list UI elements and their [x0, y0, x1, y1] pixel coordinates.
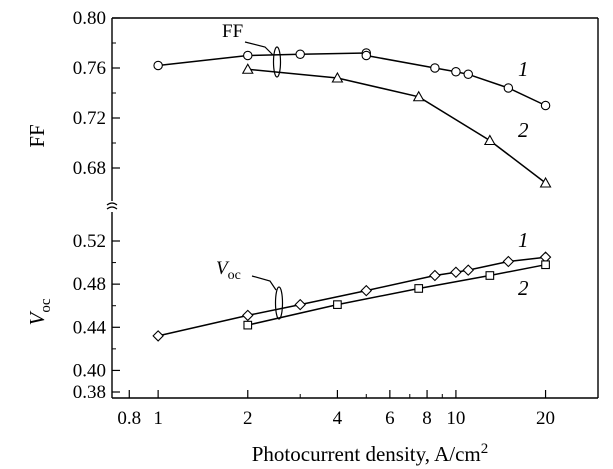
voc-series-1-point [152, 330, 164, 342]
series-lines [157, 52, 547, 337]
axis-break-mark [106, 202, 118, 206]
voc-series-1-point [241, 309, 254, 322]
ff-series-2-point [412, 90, 425, 102]
x-axis-title-sup: 2 [481, 441, 489, 457]
x-axis-title: Photocurrent density, A/cm2 [252, 441, 489, 466]
x-tick-label: 8 [422, 408, 432, 429]
voc-series-2-line [247, 263, 546, 326]
voc-series-2-point [333, 300, 342, 309]
x-tick-label: 4 [333, 408, 343, 429]
ff-series-1-point [361, 50, 372, 61]
voc-group-label-main: V [216, 258, 230, 279]
ff-series-1-point [295, 49, 305, 59]
ff-series-1-line [158, 52, 546, 107]
voc-series-1-point [429, 269, 441, 282]
x-tick-label: 20 [536, 408, 555, 429]
voc-y-tick-label: 0.40 [73, 360, 106, 381]
voc-group-label-sub: oc [228, 268, 241, 283]
voc-y-tick-label: 0.48 [73, 274, 106, 295]
voc-series-1-point [462, 264, 475, 276]
voc-series-2-point [485, 271, 495, 280]
ff-series-2-point [241, 63, 254, 74]
ff-series-2-point [483, 134, 496, 146]
voc-axis-title: Voc [25, 298, 54, 325]
voc-series-1-label: 1 [518, 228, 529, 252]
ff-series-2-point [539, 176, 552, 188]
voc-group-label: Voc [216, 258, 241, 283]
x-tick-label: 0.8 [117, 408, 141, 429]
ff-series-1-point [430, 63, 440, 73]
voc-y-tick-label: 0.38 [73, 382, 106, 403]
ff-group-bracket [272, 46, 282, 78]
voc-series-1-point [502, 255, 515, 268]
ff-series-2-label: 2 [518, 118, 529, 142]
voc-series-2-point [414, 284, 424, 293]
plot-frame [106, 17, 599, 399]
ff-series-2-line [247, 68, 547, 184]
ff-group-leader [244, 41, 274, 56]
ff-y-tick-label: 0.72 [73, 108, 106, 129]
voc-series-1-point [450, 266, 462, 279]
voc-series-2-label: 2 [518, 276, 529, 300]
ff-series-1-point [540, 100, 551, 111]
voc-series-1-point [360, 284, 373, 297]
x-tick-label: 1 [153, 408, 163, 429]
voc-series-2-point [243, 320, 253, 330]
voc-series-1-point [294, 298, 306, 311]
axis-break-mark [106, 206, 118, 210]
voc-axis-title-sub: oc [38, 298, 54, 313]
ff-y-tick-label: 0.80 [73, 8, 106, 29]
voc-axis-title-main: V [25, 311, 49, 326]
axis-ticks [112, 17, 547, 398]
axis-labels: 0.68 0.72 0.76 0.80 0.380.40 0.44 0.48 0.52 0.8 1… [73, 8, 555, 429]
x-tick-label: 6 [385, 408, 395, 429]
ff-series-1-point [451, 67, 461, 77]
ff-axis-title: FF [25, 124, 49, 147]
ff-series-1-point [503, 83, 514, 93]
ff-series-1-point [463, 69, 473, 80]
ff-y-tick-label: 0.68 [73, 158, 106, 179]
x-axis-title-main: Photocurrent density, A/cm [252, 442, 481, 466]
voc-group-leader [251, 275, 277, 291]
x-tick-label: 2 [243, 408, 253, 429]
voc-y-tick-label: 0.52 [73, 231, 106, 252]
ff-series-2-point [331, 71, 344, 83]
ff-series-1-point [153, 60, 163, 71]
ff-series-1-point [243, 50, 253, 61]
voc-y-tick-label: 0.44 [73, 317, 107, 338]
voc-series-2-point [541, 260, 550, 270]
ff-series-1-label: 1 [518, 57, 529, 81]
ff-group-label: FF [222, 21, 243, 42]
x-tick-label: 10 [446, 408, 465, 429]
series-markers [152, 48, 552, 342]
voc-group-bracket [274, 286, 284, 320]
ff-y-tick-label: 0.76 [73, 58, 106, 79]
